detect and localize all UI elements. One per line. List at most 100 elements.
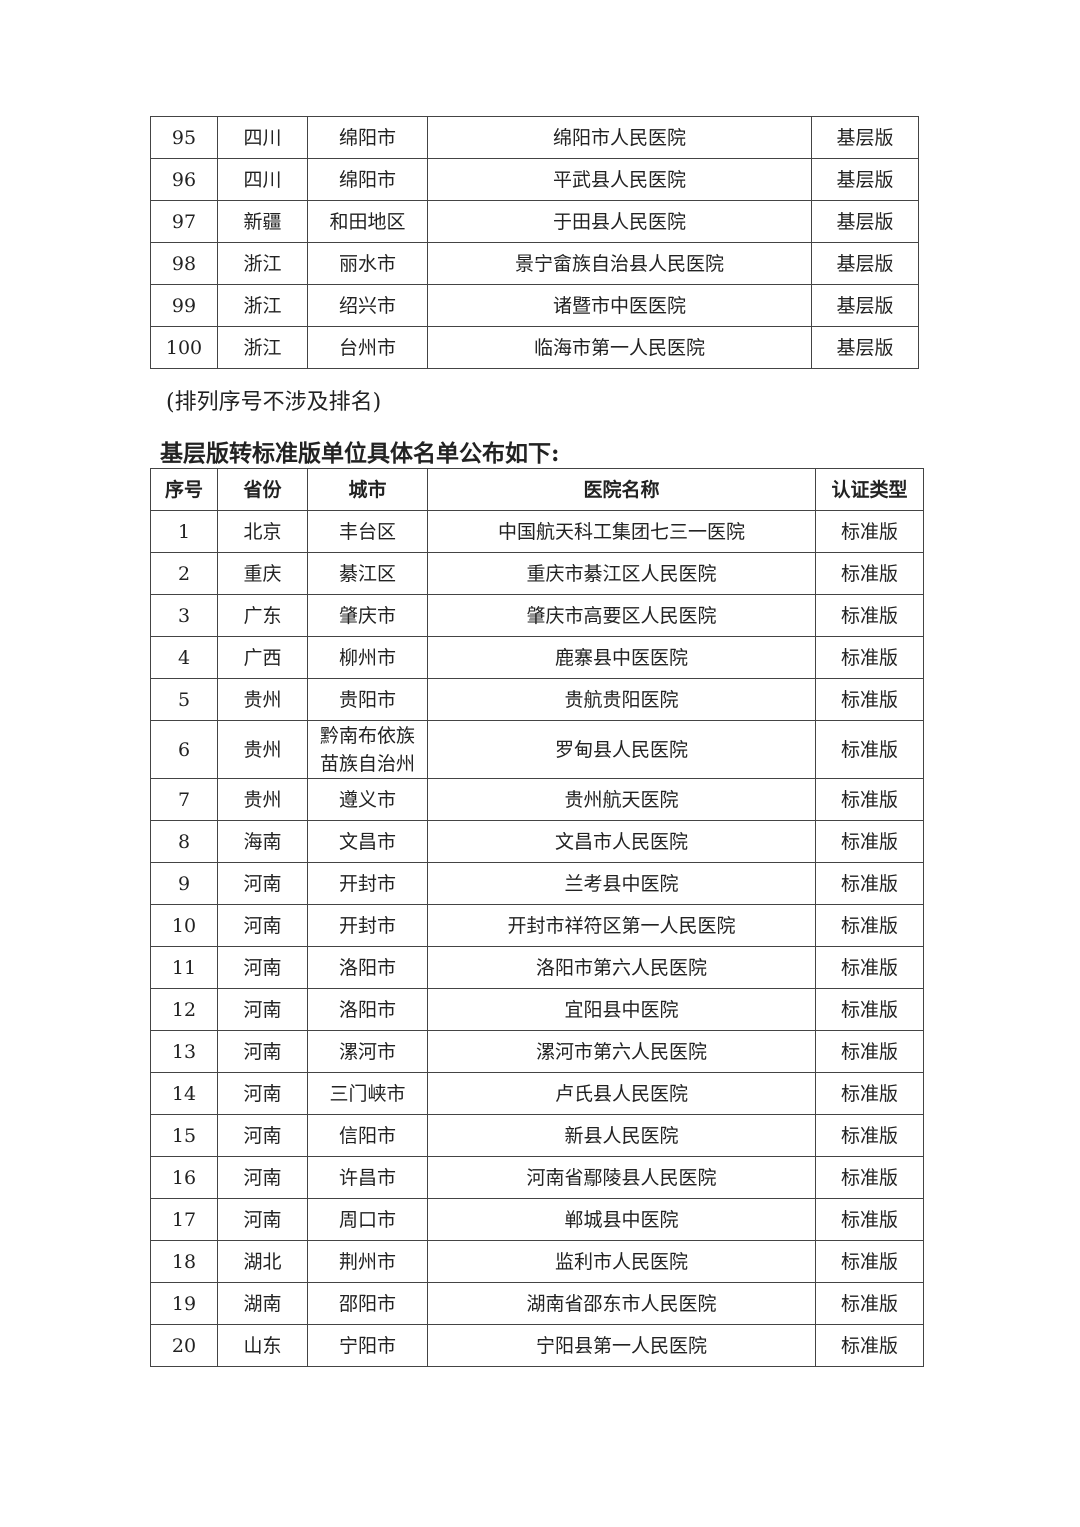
cell-city: 丰台区 bbox=[307, 510, 428, 553]
cell-cert-type: 标准版 bbox=[815, 1072, 924, 1115]
cell-cert-type: 标准版 bbox=[815, 1030, 924, 1073]
cell-city: 贵阳市 bbox=[307, 678, 428, 721]
cell-province: 北京 bbox=[217, 510, 308, 553]
table-row: 7 贵州 遵义市 贵州航天医院 标准版 bbox=[150, 778, 924, 821]
cell-hospital: 贵航贵阳医院 bbox=[427, 678, 816, 721]
cell-index: 19 bbox=[150, 1282, 218, 1325]
table-row: 16 河南 许昌市 河南省鄢陵县人民医院 标准版 bbox=[150, 1156, 924, 1199]
cell-hospital: 鹿寨县中医医院 bbox=[427, 636, 816, 679]
cell-province: 河南 bbox=[217, 1198, 308, 1241]
cell-index: 7 bbox=[150, 778, 218, 821]
cell-index: 95 bbox=[150, 116, 218, 159]
cell-index: 100 bbox=[150, 326, 218, 369]
cell-cert-type: 标准版 bbox=[815, 510, 924, 553]
cell-hospital: 中国航天科工集团七三一医院 bbox=[427, 510, 816, 553]
cell-hospital: 宁阳县第一人民医院 bbox=[427, 1324, 816, 1367]
cell-city: 三门峡市 bbox=[307, 1072, 428, 1115]
cell-hospital: 卢氏县人民医院 bbox=[427, 1072, 816, 1115]
cell-province: 重庆 bbox=[217, 552, 308, 595]
cell-index: 99 bbox=[150, 284, 218, 327]
cell-cert-type: 标准版 bbox=[815, 678, 924, 721]
cell-index: 96 bbox=[150, 158, 218, 201]
cell-index: 16 bbox=[150, 1156, 218, 1199]
table-row: 9 河南 开封市 兰考县中医院 标准版 bbox=[150, 862, 924, 905]
table-row: 19 湖南 邵阳市 湖南省邵东市人民医院 标准版 bbox=[150, 1282, 924, 1325]
cell-cert-type: 标准版 bbox=[815, 1240, 924, 1283]
cell-cert-type: 标准版 bbox=[815, 720, 924, 779]
table-row: 97 新疆 和田地区 于田县人民医院 基层版 bbox=[150, 200, 919, 243]
cell-cert-type: 标准版 bbox=[815, 988, 924, 1031]
cell-city: 绵阳市 bbox=[307, 158, 428, 201]
cell-hospital: 洛阳市第六人民医院 bbox=[427, 946, 816, 989]
table-row: 99 浙江 绍兴市 诸暨市中医医院 基层版 bbox=[150, 284, 919, 327]
cell-index: 98 bbox=[150, 242, 218, 285]
cell-city: 丽水市 bbox=[307, 242, 428, 285]
cell-hospital: 临海市第一人民医院 bbox=[427, 326, 812, 369]
cell-index: 97 bbox=[150, 200, 218, 243]
cell-province: 湖南 bbox=[217, 1282, 308, 1325]
cell-city: 漯河市 bbox=[307, 1030, 428, 1073]
cell-cert-type: 标准版 bbox=[815, 552, 924, 595]
cell-hospital: 景宁畲族自治县人民医院 bbox=[427, 242, 812, 285]
cell-province: 河南 bbox=[217, 1114, 308, 1157]
cell-hospital: 于田县人民医院 bbox=[427, 200, 812, 243]
cell-cert-type: 标准版 bbox=[815, 778, 924, 821]
cell-hospital: 肇庆市高要区人民医院 bbox=[427, 594, 816, 637]
cell-cert-type: 标准版 bbox=[815, 1282, 924, 1325]
cell-province: 河南 bbox=[217, 946, 308, 989]
cell-hospital: 郸城县中医院 bbox=[427, 1198, 816, 1241]
cell-hospital: 开封市祥符区第一人民医院 bbox=[427, 904, 816, 947]
cell-index: 11 bbox=[150, 946, 218, 989]
cell-city: 绵阳市 bbox=[307, 116, 428, 159]
cell-index: 18 bbox=[150, 1240, 218, 1283]
table-row: 14 河南 三门峡市 卢氏县人民医院 标准版 bbox=[150, 1072, 924, 1115]
cell-hospital: 河南省鄢陵县人民医院 bbox=[427, 1156, 816, 1199]
cell-hospital: 平武县人民医院 bbox=[427, 158, 812, 201]
cell-city: 邵阳市 bbox=[307, 1282, 428, 1325]
cell-city: 柳州市 bbox=[307, 636, 428, 679]
cell-province: 河南 bbox=[217, 1156, 308, 1199]
cell-index: 4 bbox=[150, 636, 218, 679]
table-row: 13 河南 漯河市 漯河市第六人民医院 标准版 bbox=[150, 1030, 924, 1073]
table-row: 17 河南 周口市 郸城县中医院 标准版 bbox=[150, 1198, 924, 1241]
table-row: 18 湖北 荆州市 监利市人民医院 标准版 bbox=[150, 1240, 924, 1283]
cell-province: 浙江 bbox=[217, 242, 308, 285]
cell-province: 广东 bbox=[217, 594, 308, 637]
cell-province: 贵州 bbox=[217, 720, 308, 779]
cell-hospital: 监利市人民医院 bbox=[427, 1240, 816, 1283]
cell-province: 贵州 bbox=[217, 678, 308, 721]
table-row: 20 山东 宁阳市 宁阳县第一人民医院 标准版 bbox=[150, 1324, 924, 1367]
section-heading: 基层版转标准版单位具体名单公布如下: bbox=[160, 440, 560, 467]
table-row: 6 贵州 黔南布依族苗族自治州 罗甸县人民医院 标准版 bbox=[150, 720, 924, 779]
cell-index: 13 bbox=[150, 1030, 218, 1073]
ranking-note: (排列序号不涉及排名) bbox=[166, 390, 382, 415]
cell-province: 浙江 bbox=[217, 326, 308, 369]
cell-cert-type: 基层版 bbox=[811, 200, 919, 243]
cell-city: 绍兴市 bbox=[307, 284, 428, 327]
cell-index: 20 bbox=[150, 1324, 218, 1367]
cell-hospital: 漯河市第六人民医院 bbox=[427, 1030, 816, 1073]
cell-hospital: 文昌市人民医院 bbox=[427, 820, 816, 863]
cell-index: 12 bbox=[150, 988, 218, 1031]
cell-province: 四川 bbox=[217, 158, 308, 201]
cell-index: 5 bbox=[150, 678, 218, 721]
cell-hospital: 湖南省邵东市人民医院 bbox=[427, 1282, 816, 1325]
cell-city: 和田地区 bbox=[307, 200, 428, 243]
cell-city: 遵义市 bbox=[307, 778, 428, 821]
cell-city: 文昌市 bbox=[307, 820, 428, 863]
cell-index: 2 bbox=[150, 552, 218, 595]
cell-hospital: 贵州航天医院 bbox=[427, 778, 816, 821]
header-cert-type: 认证类型 bbox=[815, 468, 924, 511]
cell-cert-type: 标准版 bbox=[815, 594, 924, 637]
table-row: 3 广东 肇庆市 肇庆市高要区人民医院 标准版 bbox=[150, 594, 924, 637]
cell-city: 周口市 bbox=[307, 1198, 428, 1241]
cell-cert-type: 标准版 bbox=[815, 1324, 924, 1367]
cell-city: 荆州市 bbox=[307, 1240, 428, 1283]
cell-cert-type: 标准版 bbox=[815, 636, 924, 679]
cell-city: 宁阳市 bbox=[307, 1324, 428, 1367]
cell-province: 贵州 bbox=[217, 778, 308, 821]
cell-city: 信阳市 bbox=[307, 1114, 428, 1157]
table-row: 95 四川 绵阳市 绵阳市人民医院 基层版 bbox=[150, 116, 919, 159]
table-row: 10 河南 开封市 开封市祥符区第一人民医院 标准版 bbox=[150, 904, 924, 947]
cell-cert-type: 标准版 bbox=[815, 904, 924, 947]
